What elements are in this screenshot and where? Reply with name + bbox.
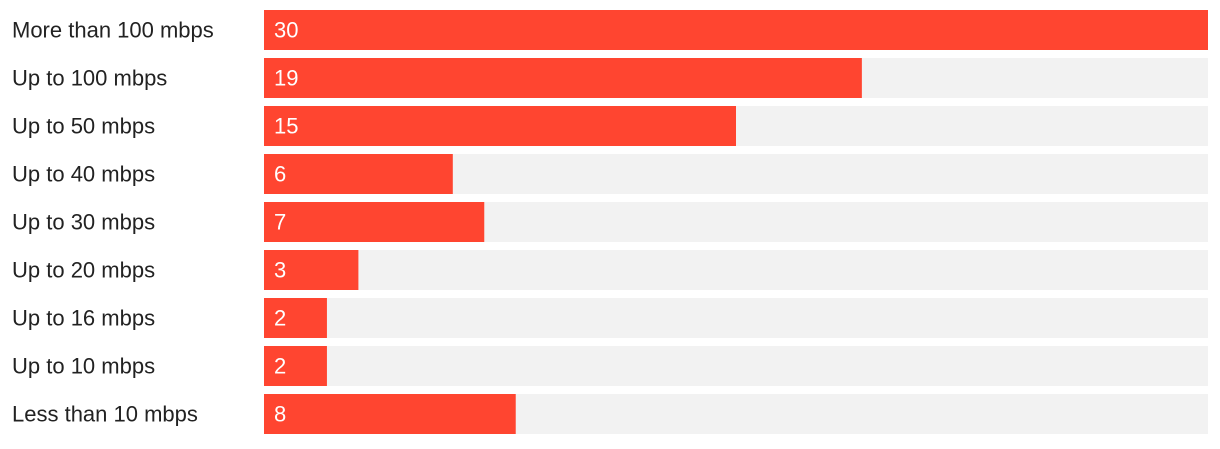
category-label: Up to 30 mbps	[12, 210, 155, 235]
bar	[264, 58, 862, 98]
category-label: Up to 40 mbps	[12, 162, 155, 187]
category-label: Up to 10 mbps	[12, 354, 155, 379]
bar	[264, 394, 516, 434]
bar-track	[264, 346, 1208, 386]
value-label: 3	[274, 258, 286, 283]
category-label: Less than 10 mbps	[12, 402, 198, 427]
value-label: 7	[274, 210, 286, 235]
value-label: 8	[274, 402, 286, 427]
bar	[264, 154, 453, 194]
category-label: Up to 20 mbps	[12, 258, 155, 283]
value-label: 19	[274, 66, 298, 91]
value-label: 6	[274, 162, 286, 187]
category-label: Up to 50 mbps	[12, 114, 155, 139]
value-label: 15	[274, 114, 298, 139]
value-label: 2	[274, 306, 286, 331]
bar-track	[264, 298, 1208, 338]
value-label: 2	[274, 354, 286, 379]
bar-track	[264, 250, 1208, 290]
bar	[264, 10, 1208, 50]
bar	[264, 346, 327, 386]
bar	[264, 202, 485, 242]
category-label: More than 100 mbps	[12, 18, 214, 43]
category-label: Up to 16 mbps	[12, 306, 155, 331]
bar	[264, 106, 736, 146]
value-label: 30	[274, 18, 298, 43]
bar	[264, 298, 327, 338]
bar	[264, 250, 359, 290]
category-label: Up to 100 mbps	[12, 66, 167, 91]
